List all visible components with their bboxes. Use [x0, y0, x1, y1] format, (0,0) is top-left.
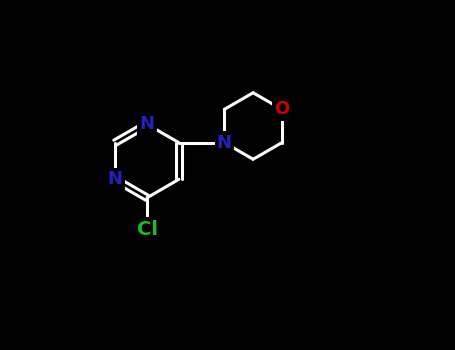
Text: N: N [140, 115, 155, 133]
Text: N: N [108, 170, 123, 188]
Text: Cl: Cl [136, 220, 157, 239]
Text: N: N [217, 134, 232, 152]
Text: O: O [274, 100, 289, 118]
